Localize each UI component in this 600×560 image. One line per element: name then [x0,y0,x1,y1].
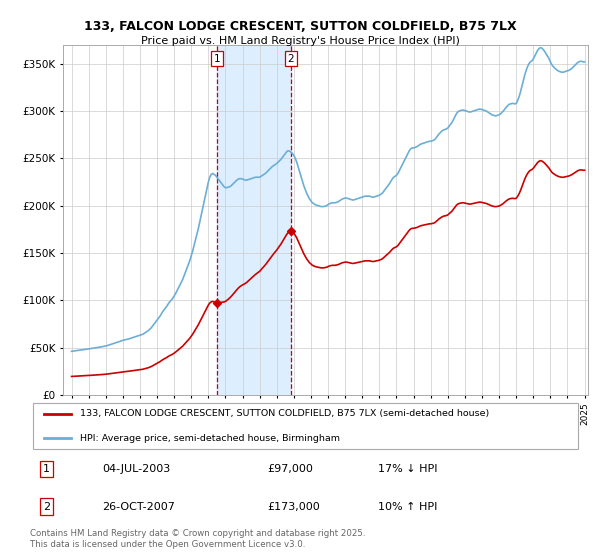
Text: 1: 1 [43,464,50,474]
Text: Price paid vs. HM Land Registry's House Price Index (HPI): Price paid vs. HM Land Registry's House … [140,36,460,46]
Text: 1: 1 [214,54,220,63]
Bar [217,45,291,395]
Text: 10% ↑ HPI: 10% ↑ HPI [378,502,437,511]
Text: £173,000: £173,000 [268,502,320,511]
Text: 17% ↓ HPI: 17% ↓ HPI [378,464,437,474]
Text: Contains HM Land Registry data © Crown copyright and database right 2025.
This d: Contains HM Land Registry data © Crown c… [30,529,365,549]
FancyBboxPatch shape [33,404,578,449]
Text: 133, FALCON LODGE CRESCENT, SUTTON COLDFIELD, B75 7LX: 133, FALCON LODGE CRESCENT, SUTTON COLDF… [83,20,517,32]
Text: 2: 2 [43,502,50,511]
Text: HPI: Average price, semi-detached house, Birmingham: HPI: Average price, semi-detached house,… [80,434,340,443]
Text: 2: 2 [287,54,294,63]
Text: 133, FALCON LODGE CRESCENT, SUTTON COLDFIELD, B75 7LX (semi-detached house): 133, FALCON LODGE CRESCENT, SUTTON COLDF… [80,409,489,418]
Text: £97,000: £97,000 [268,464,313,474]
Text: 04-JUL-2003: 04-JUL-2003 [102,464,170,474]
Text: 26-OCT-2007: 26-OCT-2007 [102,502,175,511]
